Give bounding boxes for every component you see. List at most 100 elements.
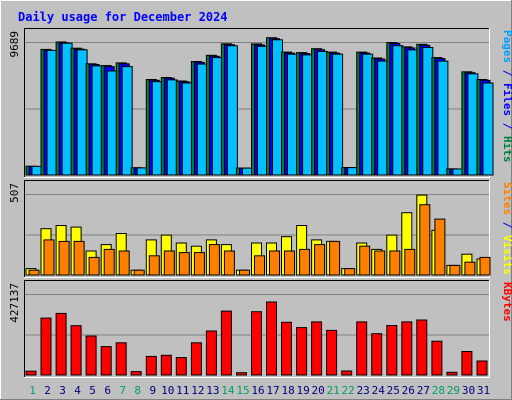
x-tick-label-day-27: 27 [417,384,430,397]
bar-top-pages-day-14 [226,45,238,176]
panel-top-legend-part-1: / [501,63,512,83]
bar-bottom-kbytes-day-5 [85,335,97,376]
bar-middle-sites-day-13 [208,244,220,276]
bar-middle-sites-day-21 [329,240,341,276]
panel-top-max-label: 9689 [8,31,21,58]
bar-bottom-kbytes-day-27 [416,319,428,376]
bar-middle-sites-day-18 [284,250,295,276]
panel-bottom: 427137 KBytes [8,280,512,378]
panel-top-legend-part-4: Hits [501,136,512,163]
bar-bottom-kbytes-day-20 [311,321,323,376]
x-tick-label-day-2: 2 [44,384,51,397]
bar-bottom-kbytes-day-13 [205,330,217,376]
bar-top-pages-day-21 [332,53,344,176]
bar-top-pages-day-27 [422,47,434,176]
panel-bottom-legend-part-0: KBytes [501,282,512,322]
x-tick-label-day-5: 5 [89,384,96,397]
x-tick-label-day-14: 14 [221,384,235,397]
bar-bottom-kbytes-day-1 [25,370,37,376]
bar-bottom-kbytes-day-3 [55,312,67,376]
bar-bottom-kbytes-day-26 [401,321,413,376]
bar-middle-sites-day-26 [404,248,416,276]
panel-top-legend: Pages / Files / Hits [501,30,512,163]
x-tick-label-day-31: 31 [477,384,490,397]
panel-top-legend-part-2: Files [501,83,512,116]
bar-bottom-kbytes-day-31 [476,360,488,376]
bar-bottom-kbytes-day-2 [40,317,52,376]
chart-title: Daily usage for December 2024 [18,10,228,24]
bar-middle-sites-day-7 [118,250,130,276]
bar-bottom-kbytes-day-8 [130,371,142,376]
bar-top-pages-day-7 [121,66,133,176]
bar-bottom-kbytes-day-22 [341,370,353,376]
bar-middle-sites-day-31 [479,256,491,276]
bar-middle-sites-day-20 [314,244,326,276]
x-tick-label-day-26: 26 [402,384,415,397]
bar-top-pages-day-30 [467,73,479,176]
panel-middle-legend-part-0: Sites [501,182,512,215]
bar-bottom-kbytes-day-28 [431,340,443,376]
bar-top-pages-day-28 [437,60,449,176]
bar-top-pages-day-8 [136,167,148,176]
panel-middle-legend-part-2: Visits [501,235,512,275]
x-tick-label-day-20: 20 [311,384,324,397]
bar-bottom-kbytes-day-7 [115,342,127,376]
bar-top-pages-day-24 [377,60,389,176]
bar-middle-sites-day-23 [359,245,371,276]
bar-bottom-kbytes-day-18 [281,321,292,376]
bar-bottom-kbytes-day-21 [326,329,338,376]
panel-bottom-legend: KBytes [501,282,512,322]
panel-top-legend-part-3: / [501,116,512,136]
bar-middle-sites-day-10 [163,250,175,276]
bar-bottom-kbytes-day-24 [371,333,383,376]
bar-middle-sites-day-3 [58,240,70,276]
x-tick-label-day-24: 24 [372,384,386,397]
bar-bottom-kbytes-day-16 [251,311,262,376]
x-tick-label-day-15: 15 [236,384,249,397]
bar-bottom-kbytes-day-4 [70,325,82,376]
bar-bottom-kbytes-day-25 [386,325,398,376]
panel-middle-legend-part-1: / [501,215,512,235]
x-tick-label-day-7: 7 [119,384,126,397]
bar-bottom-kbytes-day-9 [145,355,157,376]
x-tick-label-day-21: 21 [327,384,340,397]
bar-bottom-kbytes-day-19 [296,327,308,376]
x-tick-label-day-28: 28 [432,384,445,397]
panel-bottom-max-label: 427137 [8,283,21,323]
bar-middle-sites-day-1 [28,269,40,276]
x-tick-label-day-25: 25 [387,384,400,397]
x-tick-label-day-19: 19 [296,384,309,397]
bar-middle-sites-day-25 [389,250,401,276]
bar-middle-sites-day-9 [148,255,160,276]
bar-top-pages-day-2 [46,49,58,176]
bar-bottom-kbytes-day-15 [236,372,247,376]
panel-top-legend-part-0: Pages [501,30,512,63]
x-tick-label-day-18: 18 [281,384,294,397]
bar-middle-sites-day-30 [464,261,476,276]
bar-middle-sites-day-22 [344,268,356,276]
x-tick-label-day-12: 12 [191,384,204,397]
panel-top: 9689 Pages / Files / Hits [8,28,512,178]
bar-middle-sites-day-16 [254,255,265,276]
x-tick-label-day-11: 11 [176,384,189,397]
bar-middle-sites-day-8 [133,269,145,276]
bar-top-pages-day-11 [181,82,193,176]
bar-middle-sites-day-19 [299,248,311,276]
bar-bottom-kbytes-day-12 [190,342,202,376]
bar-middle-sites-day-27 [419,204,431,276]
x-tick-label-day-30: 30 [462,384,475,397]
bar-middle-sites-day-11 [178,252,190,276]
x-tick-label-day-29: 29 [447,384,460,397]
bar-middle-sites-day-14 [223,250,235,276]
bar-middle-sites-day-17 [269,250,280,276]
x-tick-label-day-1: 1 [29,384,36,397]
bar-bottom-kbytes-day-30 [461,351,473,376]
bar-middle-sites-day-15 [239,269,250,276]
bar-bottom-kbytes-day-29 [446,371,458,376]
bar-middle-sites-day-28 [434,218,446,276]
bar-middle-sites-day-5 [88,256,100,276]
bar-middle-sites-day-12 [193,252,205,276]
bar-top-pages-day-18 [287,53,298,176]
bar-middle-sites-day-4 [73,240,85,276]
